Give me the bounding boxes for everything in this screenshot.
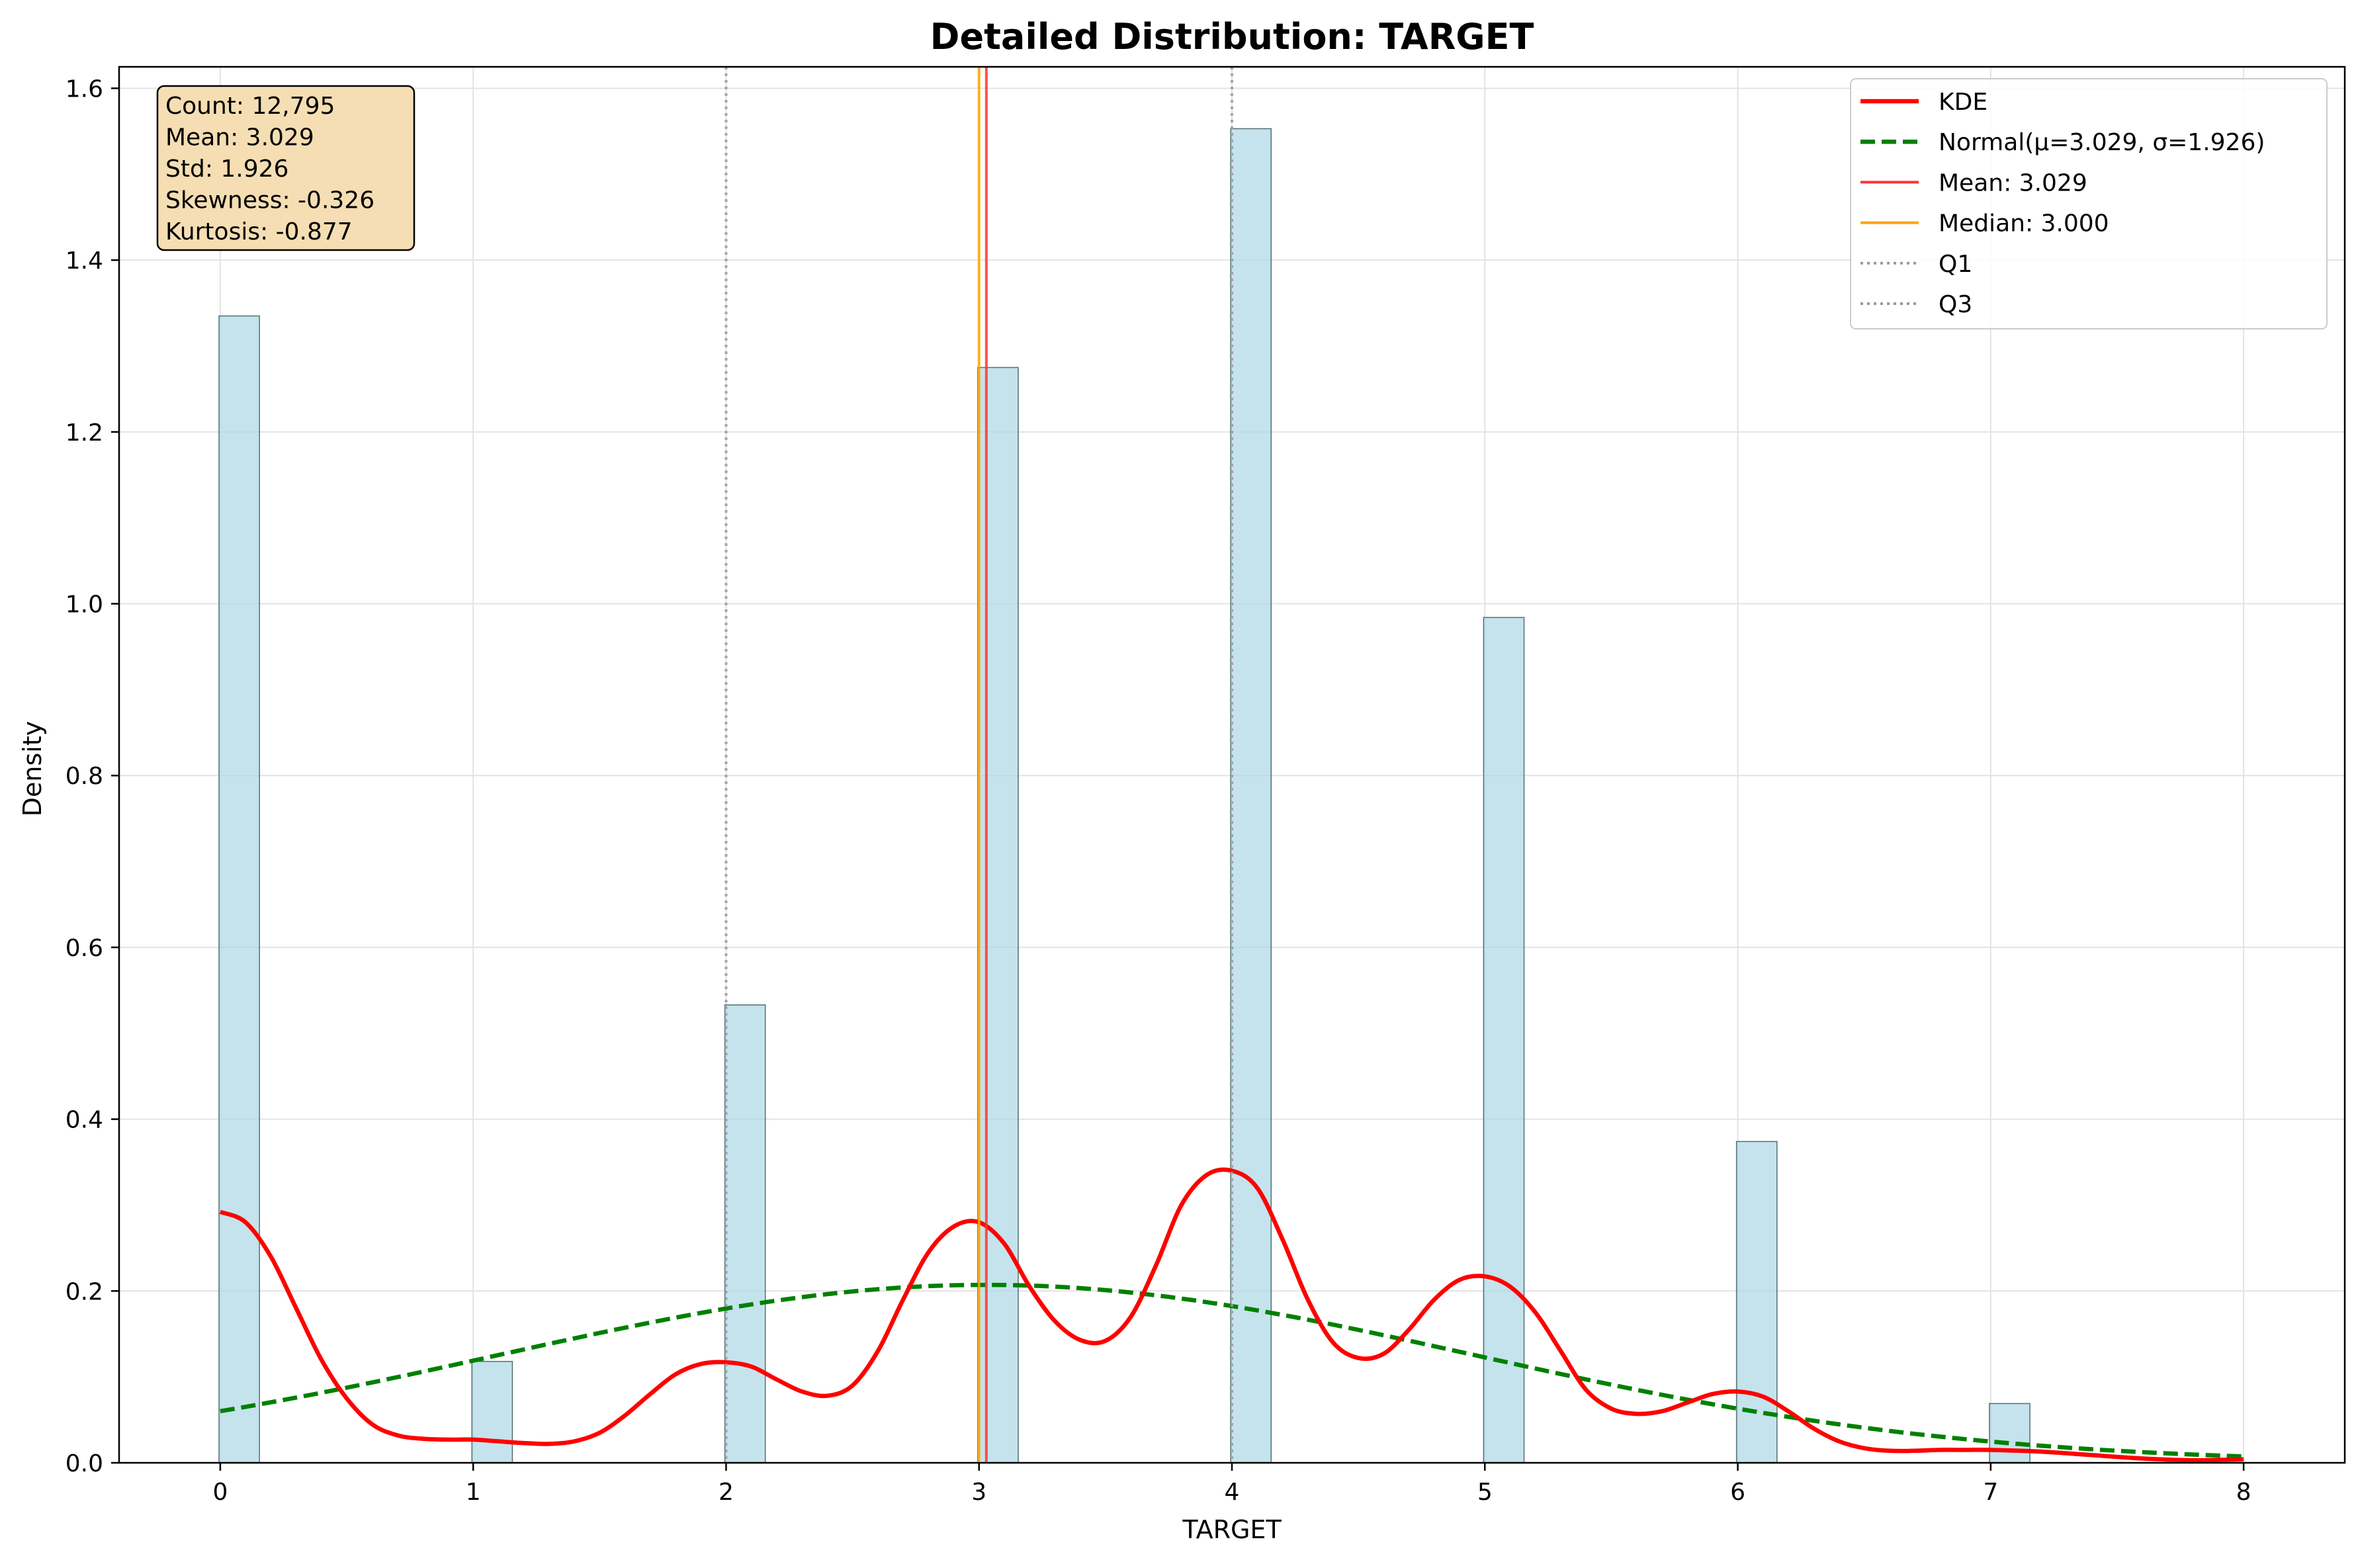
histogram-bar-0 — [218, 315, 260, 1463]
legend-label-5: Q3 — [1939, 291, 1972, 318]
x-tick-label-0: 0 — [212, 1479, 228, 1506]
x-tick-label-4: 4 — [1225, 1479, 1240, 1506]
legend-label-1: Normal(μ=3.029, σ=1.926) — [1939, 129, 2265, 156]
x-tick-label-3: 3 — [971, 1479, 986, 1506]
x-tick-label-1: 1 — [466, 1479, 481, 1506]
x-tick-label-6: 6 — [1730, 1479, 1745, 1506]
y-axis-label: Density — [18, 721, 47, 816]
x-tick-label-7: 7 — [1983, 1479, 1998, 1506]
y-tick-label-5: 1.0 — [66, 591, 103, 619]
histogram-bar-1 — [471, 1361, 513, 1463]
x-tick-label-5: 5 — [1477, 1479, 1493, 1506]
histogram-bar-3 — [977, 367, 1019, 1463]
y-tick-label-7: 1.4 — [66, 247, 103, 275]
axis-ticks: 0 1 2 3 4 5 6 7 8 0.0 0.2 0.4 0.6 0.8 1.0 1.2 1.4 1.6 — [66, 75, 2251, 1506]
legend-label-4: Q1 — [1939, 251, 1972, 278]
stats-line-0: Count: 12,795 — [165, 93, 335, 120]
legend-label-2: Mean: 3.029 — [1939, 169, 2087, 196]
stats-box-background — [156, 85, 415, 251]
histogram-bar-4 — [1230, 128, 1272, 1463]
y-tick-label-6: 1.2 — [66, 419, 103, 447]
histogram-bar-7 — [1989, 1403, 2031, 1463]
stats-line-3: Skewness: -0.326 — [165, 187, 374, 214]
stats-line-1: Mean: 3.029 — [165, 124, 314, 152]
x-tick-label-2: 2 — [719, 1479, 734, 1506]
legend-frame — [1850, 78, 2328, 329]
y-tick-label-3: 0.6 — [66, 935, 103, 962]
x-tick-label-8: 8 — [2236, 1479, 2251, 1506]
legend-label-3: Median: 3.000 — [1939, 210, 2109, 238]
histogram-bar-5 — [1483, 617, 1525, 1463]
y-tick-label-1: 0.2 — [66, 1278, 103, 1305]
chart-title: Detailed Distribution: TARGET — [930, 16, 1534, 58]
legend: KDE Normal(μ=3.029, σ=1.926) Mean: 3.029 Me… — [1850, 78, 2328, 329]
y-tick-label-4: 0.8 — [66, 763, 103, 790]
stats-line-2: Std: 1.926 — [165, 155, 288, 183]
stats-line-4: Kurtosis: -0.877 — [165, 218, 353, 245]
histogram-bars — [218, 128, 2031, 1463]
y-tick-label-2: 0.4 — [66, 1107, 103, 1134]
kde-curve — [219, 1167, 2244, 1463]
y-tick-label-0: 0.0 — [66, 1450, 103, 1477]
y-tick-label-8: 1.6 — [66, 75, 103, 103]
x-axis-label: TARGET — [1182, 1515, 1282, 1544]
histogram-bar-2 — [724, 1004, 766, 1463]
stats-box: Count: 12,795 Mean: 3.029 Std: 1.926 Skewne… — [156, 85, 415, 251]
legend-label-0: KDE — [1939, 89, 1988, 116]
reference-lines — [724, 67, 1233, 1463]
